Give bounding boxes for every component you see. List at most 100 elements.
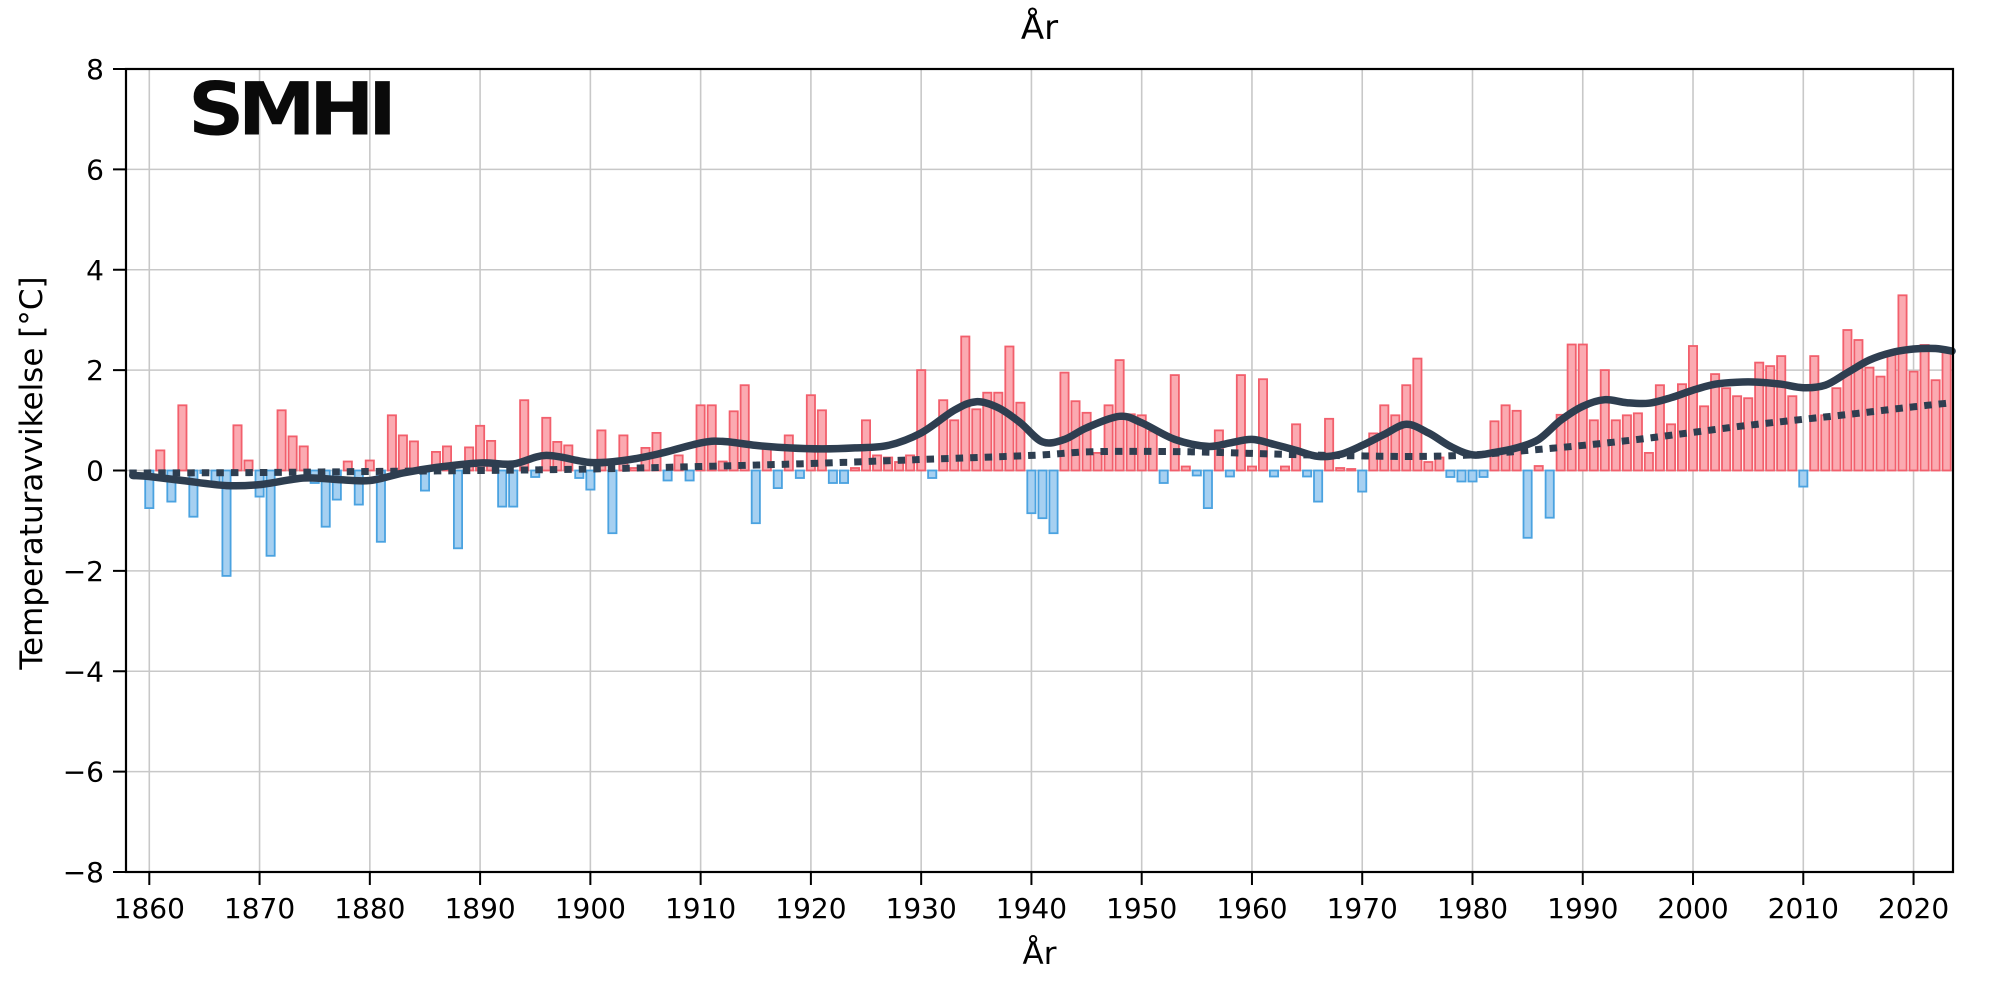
anomaly-bar xyxy=(1798,469,1809,488)
anomaly-bar xyxy=(1202,469,1213,509)
x-tick-label: 1980 xyxy=(1437,892,1508,925)
anomaly-bar xyxy=(1677,383,1688,472)
anomaly-bar xyxy=(1235,374,1246,472)
anomaly-bar xyxy=(1103,404,1114,472)
anomaly-bar xyxy=(508,469,519,508)
anomaly-bar xyxy=(1247,465,1258,472)
y-tick-label: −4 xyxy=(63,655,104,688)
anomaly-bar xyxy=(1599,369,1610,472)
anomaly-bar xyxy=(596,429,607,472)
x-tick-label: 1870 xyxy=(224,892,295,925)
anomaly-bar xyxy=(221,469,232,577)
anomaly-bar xyxy=(1335,467,1346,472)
anomaly-bar xyxy=(949,419,960,472)
anomaly-bar xyxy=(1158,469,1169,484)
anomaly-bar xyxy=(1412,357,1423,472)
anomaly-bar xyxy=(850,467,861,472)
anomaly-bar xyxy=(408,440,419,472)
anomaly-bar xyxy=(1026,469,1037,515)
anomaly-bar xyxy=(993,391,1004,472)
anomaly-bar xyxy=(1654,384,1665,472)
anomaly-bar xyxy=(1743,397,1754,472)
anomaly-bar xyxy=(739,384,750,472)
y-tick-label: −2 xyxy=(63,555,104,588)
anomaly-bar xyxy=(1081,411,1092,472)
chart-title: År xyxy=(1020,8,1059,48)
x-tick-label: 2020 xyxy=(1878,892,1949,925)
anomaly-bar xyxy=(1732,395,1743,472)
x-tick-label: 1890 xyxy=(444,892,515,925)
anomaly-bar xyxy=(1544,469,1555,519)
anomaly-bar xyxy=(1390,414,1401,472)
anomaly-bar xyxy=(1478,469,1489,478)
anomaly-bar xyxy=(1831,387,1842,472)
smoothed-solid-line xyxy=(129,344,1956,490)
anomaly-bar xyxy=(1710,373,1721,472)
x-tick-label: 2000 xyxy=(1657,892,1728,925)
trend-dotted-line xyxy=(129,398,1956,477)
anomaly-bar xyxy=(177,404,188,472)
anomaly-bar xyxy=(1886,352,1897,472)
anomaly-bar xyxy=(772,469,783,490)
anomaly-bar xyxy=(684,469,695,482)
anomaly-bar xyxy=(585,469,596,491)
anomaly-bar xyxy=(971,408,982,472)
x-tick-label: 1970 xyxy=(1327,892,1398,925)
anomaly-bar xyxy=(938,399,949,472)
anomaly-bar xyxy=(695,404,706,472)
anomaly-bar xyxy=(265,469,276,557)
anomaly-bar xyxy=(1511,409,1522,472)
anomaly-bar xyxy=(1423,461,1434,472)
anomaly-bar xyxy=(497,469,508,508)
anomaly-bar xyxy=(1180,465,1191,472)
y-tick-label: 6 xyxy=(86,153,104,186)
anomaly-bar xyxy=(1048,469,1059,535)
anomaly-bar xyxy=(1445,469,1456,478)
anomaly-bar xyxy=(816,409,827,472)
anomaly-bar xyxy=(1533,465,1544,472)
anomaly-bar xyxy=(1302,469,1313,478)
anomaly-bar xyxy=(1776,355,1787,472)
y-tick-label: 2 xyxy=(86,354,104,387)
anomaly-bar xyxy=(243,459,254,472)
anomaly-bar xyxy=(541,416,552,472)
anomaly-bar xyxy=(1699,405,1710,472)
x-tick-label: 1910 xyxy=(665,892,736,925)
anomaly-bar xyxy=(1368,432,1379,472)
anomaly-bar xyxy=(1809,355,1820,472)
anomaly-bar xyxy=(1522,469,1533,539)
smhi-logo: SMHI xyxy=(188,66,397,153)
y-axis-label: Temperaturavvikelse [°C] xyxy=(14,276,50,670)
anomaly-bar xyxy=(1908,370,1919,472)
x-tick-label: 1940 xyxy=(996,892,1067,925)
anomaly-bar xyxy=(530,469,541,478)
anomaly-bar xyxy=(1555,413,1566,472)
anomaly-bar xyxy=(1224,469,1235,478)
anomaly-bar xyxy=(1169,374,1180,472)
anomaly-bar xyxy=(783,434,794,472)
anomaly-bar xyxy=(1897,294,1908,472)
anomaly-bar xyxy=(805,394,816,472)
plot-border xyxy=(124,67,1955,874)
x-tick-label: 1860 xyxy=(114,892,185,925)
trend-lines xyxy=(129,344,1956,490)
y-tick-label: −6 xyxy=(63,756,104,789)
anomaly-bar xyxy=(839,469,850,484)
anomaly-bar xyxy=(1467,469,1478,483)
anomaly-bar xyxy=(1092,451,1103,472)
y-tick-label: 8 xyxy=(86,53,104,86)
anomaly-bar xyxy=(662,469,673,482)
anomaly-bar xyxy=(1324,417,1335,472)
axes: 1860 1870 1880 1890 1900 1910 1920 1930 1940 1950… xyxy=(63,53,1955,925)
anomaly-bar xyxy=(982,391,993,472)
anomaly-bar xyxy=(794,469,805,479)
anomaly-bar xyxy=(1787,395,1798,472)
y-tick-label: 0 xyxy=(86,455,104,488)
anomaly-bar xyxy=(1500,404,1511,472)
anomaly-bar xyxy=(1820,414,1831,472)
anomaly-bar xyxy=(1688,345,1699,472)
anomaly-bar xyxy=(1059,371,1070,472)
anomaly-bar xyxy=(1765,365,1776,472)
x-tick-label: 1990 xyxy=(1547,892,1618,925)
